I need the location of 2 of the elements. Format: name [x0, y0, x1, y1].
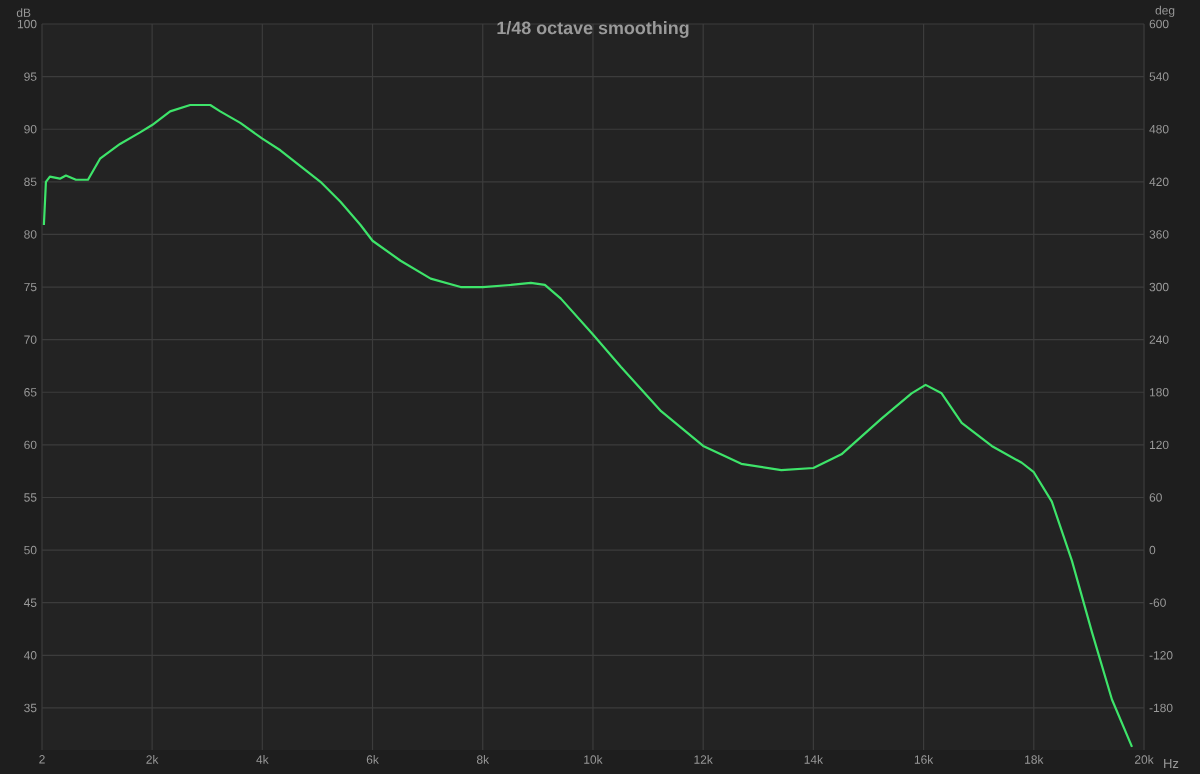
line-series — [42, 103, 1134, 748]
chart-title: 1/48 octave smoothing — [497, 21, 689, 38]
